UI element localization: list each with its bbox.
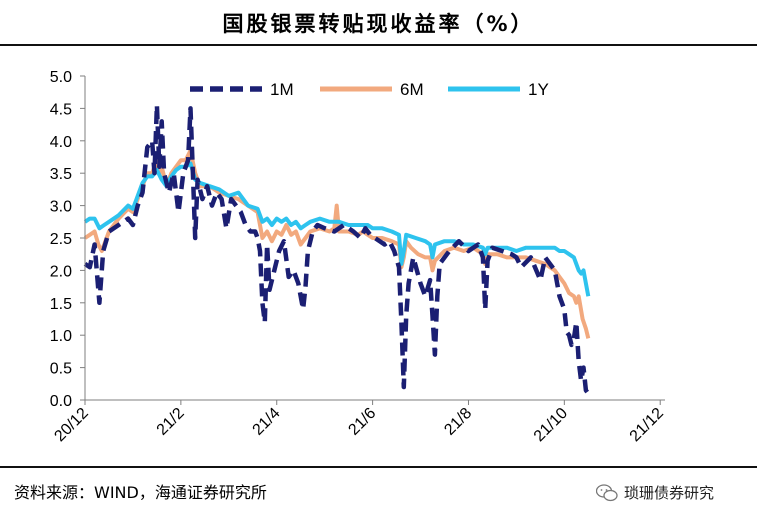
y-tick-label: 5.0: [50, 69, 72, 86]
title-rule-top: [0, 44, 757, 46]
y-tick-label: 0.0: [50, 393, 72, 410]
series-line-1m: [83, 102, 593, 399]
watermark: 琐珊债券研究: [596, 482, 714, 503]
y-tick-label: 4.0: [50, 134, 72, 151]
y-tick-label: 1.0: [50, 328, 72, 345]
source-note: 资料来源：WIND，海通证券研究所: [14, 483, 267, 502]
series-line-1y: [83, 161, 591, 297]
title-rule-bottom: [0, 466, 757, 468]
legend-label-6m: 6M: [400, 80, 424, 99]
y-tick-label: 2.0: [50, 263, 72, 280]
x-tick-label: 21/6: [345, 405, 379, 439]
y-tick-label: 0.5: [50, 361, 72, 378]
watermark-label: 琐珊债券研究: [624, 484, 715, 502]
chart-title: 国股银票转贴现收益率（%）: [222, 12, 535, 36]
legend-label-1y: 1Y: [528, 80, 549, 99]
y-tick-label: 4.5: [50, 101, 72, 118]
x-tick-label: 20/12: [51, 405, 91, 445]
y-tick-label: 3.0: [50, 199, 72, 216]
legend-label-1m: 1M: [270, 80, 294, 99]
y-tick-label: 1.5: [50, 296, 72, 313]
wechat-icon: [596, 483, 618, 501]
y-tick-label: 3.5: [50, 166, 72, 183]
y-tick-label: 2.5: [50, 231, 72, 248]
x-tick-label: 21/10: [531, 405, 571, 445]
x-tick-label: 21/12: [627, 405, 667, 445]
x-tick-label: 21/2: [154, 405, 188, 439]
x-tick-label: 21/8: [441, 405, 475, 439]
x-tick-label: 21/4: [250, 405, 284, 439]
chart-area: 0.0 0.5 1.0 1.5 2.0 2.5 3.0 3.5 4.0 4.5 5.0 20/12 21…: [50, 69, 667, 445]
